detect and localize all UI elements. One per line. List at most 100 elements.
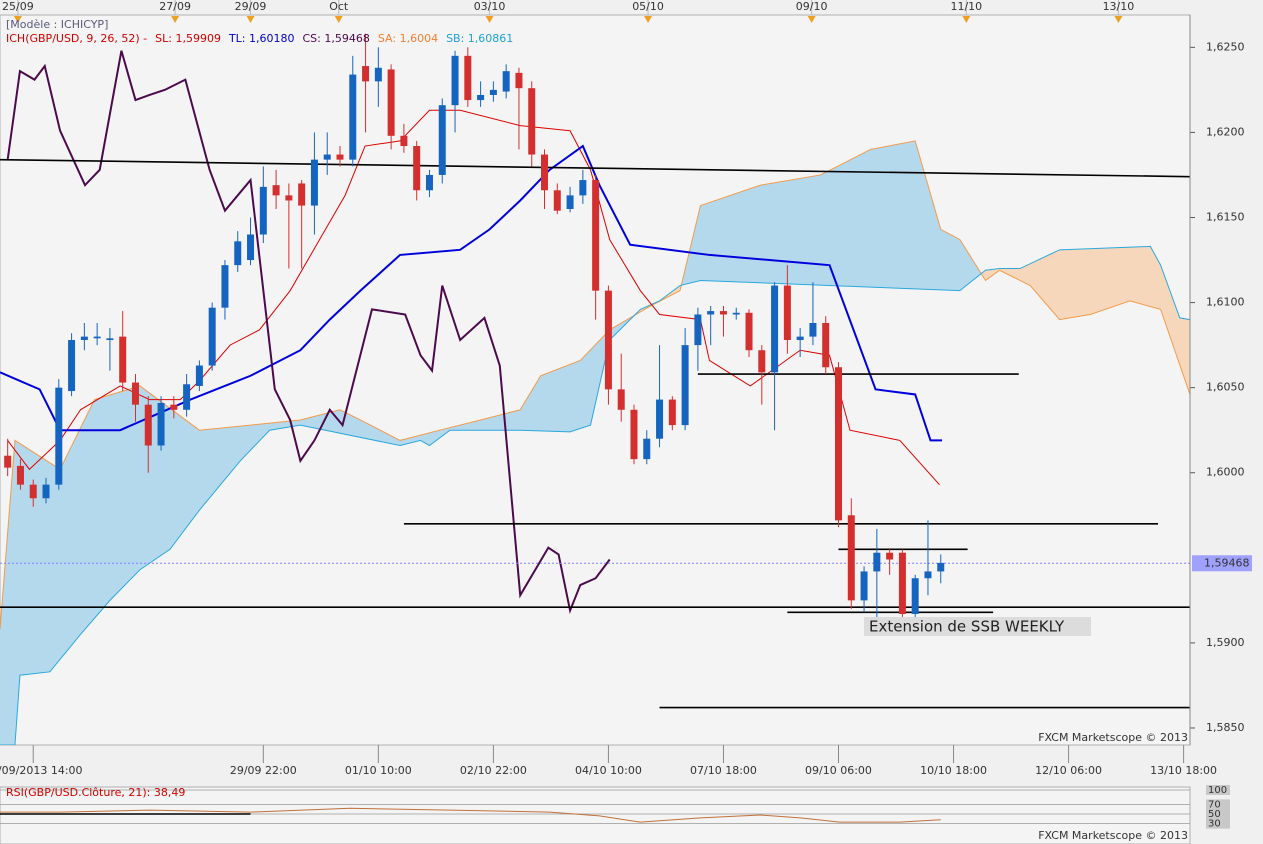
rsi-tick-label: 100 <box>1208 785 1227 796</box>
last-price-label: 1,59468 <box>1204 556 1250 569</box>
candle-body <box>502 71 510 92</box>
indicator-line <box>7 109 940 485</box>
candle-body <box>400 135 408 147</box>
top-tick-label: 27/09 <box>159 0 191 13</box>
rsi-tick-box <box>1206 818 1230 829</box>
candle-body <box>668 399 676 426</box>
candle-body <box>834 367 842 521</box>
candle-body <box>745 312 753 351</box>
top-marker <box>246 16 255 23</box>
legend-entry: CS: 1,59468 <box>303 32 370 45</box>
y-tick-label: 1,6250 <box>1206 40 1245 53</box>
annotation: Extension de SSB WEEKLY <box>869 618 1065 636</box>
candle-body <box>221 265 229 308</box>
y-tick-label: 1,6050 <box>1206 381 1245 394</box>
candle-body <box>796 336 804 341</box>
x-tick-label: 13/10 18:00 <box>1150 764 1217 777</box>
candle-body <box>323 154 331 160</box>
top-marker <box>485 16 494 23</box>
candle-body <box>937 562 945 572</box>
y-tick-label: 1,5900 <box>1206 636 1245 649</box>
candle-body <box>592 180 600 291</box>
legend: [Modèle : ICHICYP] ICH(GBP/USD, 9, 26, 52… <box>6 18 513 45</box>
rsi-tick-label: 70 <box>1208 799 1221 810</box>
candle-body <box>298 183 306 206</box>
candle-body <box>183 384 191 410</box>
candle-body <box>438 105 446 175</box>
candle-body <box>477 94 485 101</box>
x-tick-label: 04/10 10:00 <box>575 764 642 777</box>
candle-body <box>809 322 817 337</box>
candle-body <box>579 180 587 196</box>
candle-body <box>106 338 114 341</box>
candle-body <box>68 340 76 392</box>
top-tick-label: 13/10 <box>1103 0 1135 13</box>
candle-body <box>234 241 242 266</box>
candle-body <box>822 322 830 368</box>
candle-body <box>451 55 459 106</box>
y-tick-label: 1,6200 <box>1206 125 1245 138</box>
axes: 1,6250 1,6200 1,6150 1,6100 1,6050 1,6000 1,59… <box>0 0 1252 830</box>
annotation-box <box>864 617 1091 636</box>
y-tick-label: 1,6000 <box>1206 466 1245 479</box>
candle-body <box>464 55 472 101</box>
candle-body <box>16 465 24 485</box>
candle-body <box>886 552 894 560</box>
legend-entry: [Modèle : ICHICYP] <box>6 18 108 31</box>
candle-body <box>847 515 855 601</box>
candle-body <box>247 234 255 261</box>
candle-body <box>783 285 791 341</box>
candle-body <box>528 88 536 155</box>
legend-entry: SA: 1,6004 <box>378 32 438 45</box>
top-tick-label: 25/09 <box>2 0 34 13</box>
x-tick-label: 02/10 22:00 <box>460 764 527 777</box>
rsi-tick-label: 30 <box>1208 819 1221 830</box>
candle-body <box>911 578 919 614</box>
top-marker <box>1114 16 1123 23</box>
candle-body <box>4 455 12 468</box>
legend-entry: SB: 1,60861 <box>446 32 513 45</box>
top-marker <box>962 16 971 23</box>
candle-body <box>553 190 561 211</box>
candle-body <box>144 404 152 446</box>
candle-body <box>860 571 868 601</box>
candle-body <box>208 307 216 366</box>
indicator-line <box>0 144 943 442</box>
candle-body <box>707 311 715 315</box>
legend-entry: TL: 1,60180 <box>228 32 295 45</box>
watermark: FXCM Marketscope © 2013 <box>1038 731 1188 744</box>
top-marker <box>644 16 653 23</box>
y-tick-label: 1,5850 <box>1206 721 1245 734</box>
candle-body <box>336 154 344 160</box>
candle-body <box>681 345 689 426</box>
candle-body <box>489 89 497 95</box>
rsi-tick-label: 50 <box>1208 809 1221 820</box>
candle-body <box>157 402 165 446</box>
candle-body <box>131 382 139 405</box>
x-tick-label: 01/10 10:00 <box>345 764 412 777</box>
x-tick-label: 07/10 18:00 <box>690 764 757 777</box>
candle-body <box>656 399 664 439</box>
top-marker <box>334 16 343 23</box>
candle-body <box>694 314 702 346</box>
candle-body <box>119 336 127 383</box>
candle-body <box>630 409 638 460</box>
candle-body <box>758 350 766 373</box>
candle-body <box>771 285 779 373</box>
rsi-title: RSI(GBP/USD.Clôture, 21): 38,49 <box>6 786 185 799</box>
candle-body <box>566 195 574 209</box>
candle-body <box>604 290 612 390</box>
candle-body <box>719 311 727 315</box>
top-marker <box>13 16 22 23</box>
candle-body <box>310 159 318 206</box>
candle-body <box>387 69 395 136</box>
indicator-line <box>0 245 1190 745</box>
candle-body <box>285 195 293 201</box>
indicator-line <box>6 50 611 615</box>
top-tick-label: 05/10 <box>632 0 664 13</box>
x-tick-label: 12/10 06:00 <box>1035 764 1102 777</box>
candle-body <box>93 336 101 339</box>
rsi-tick-box <box>1206 785 1230 795</box>
candle-body <box>42 484 50 499</box>
